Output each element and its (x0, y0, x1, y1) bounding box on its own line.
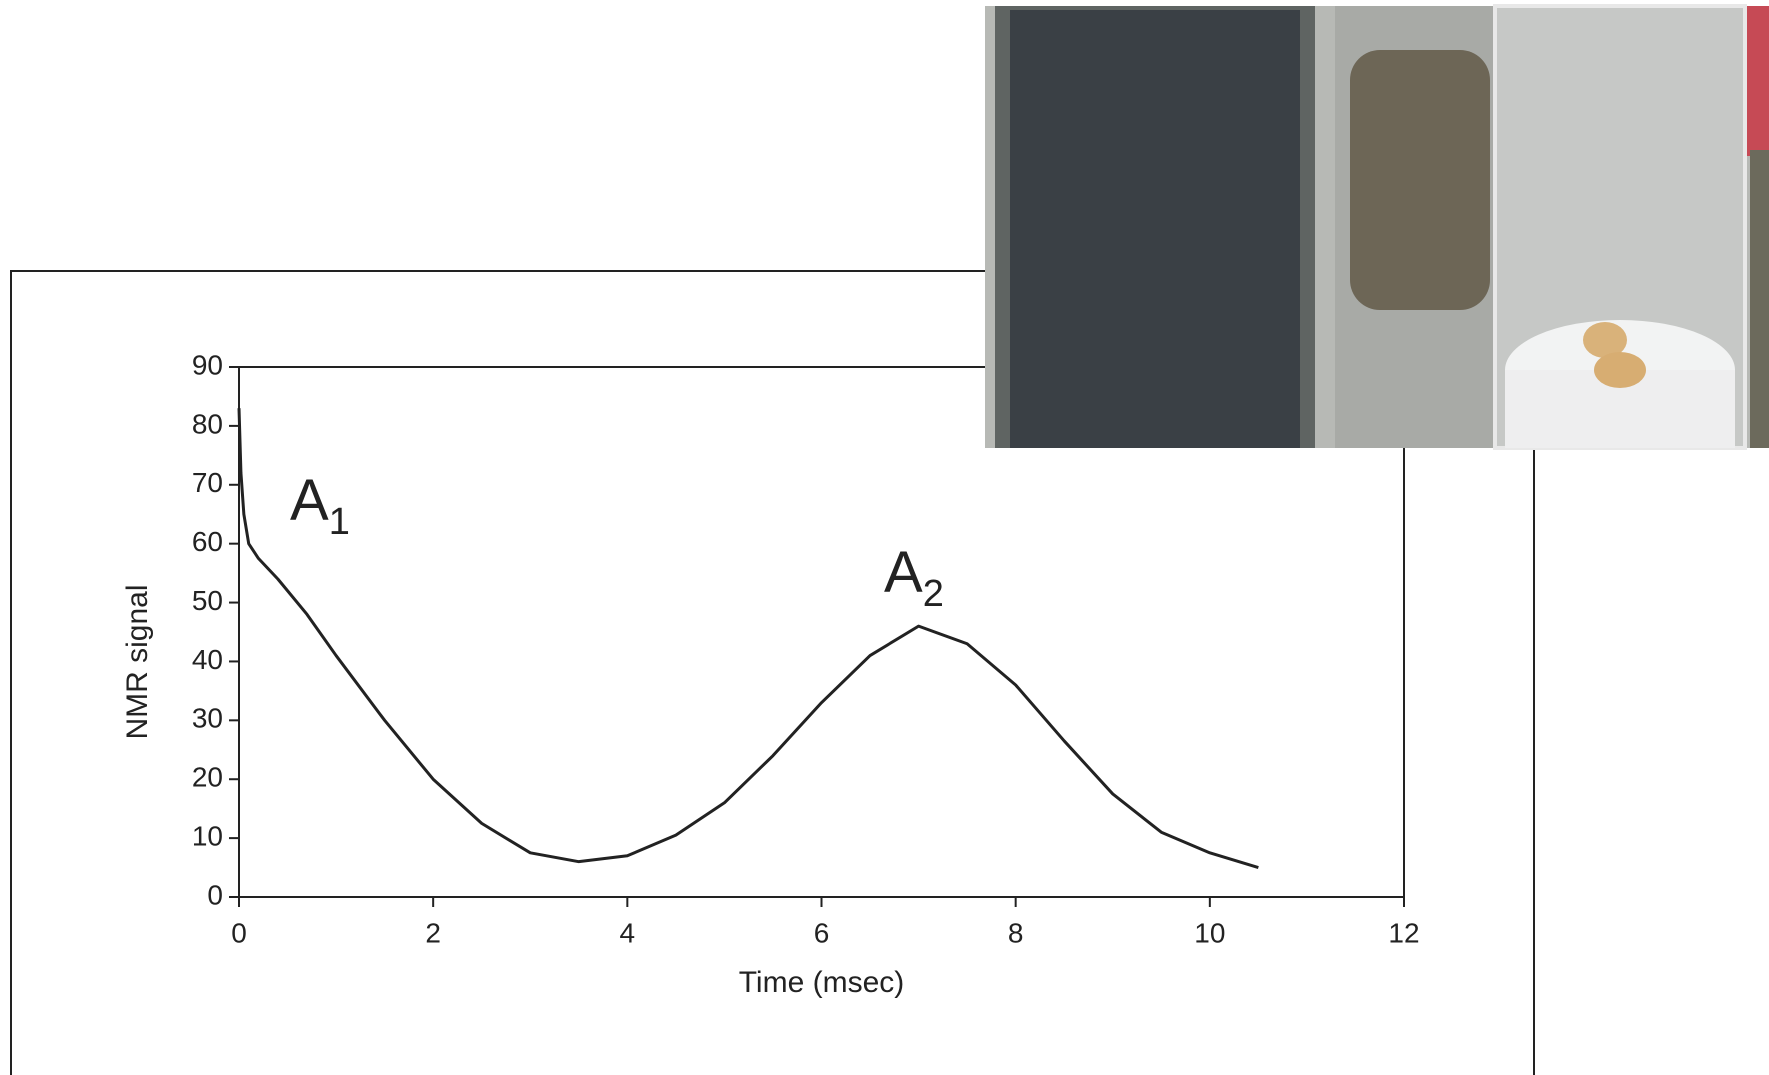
y-axis-label: NMR signal (121, 584, 154, 739)
annotation: A2 (884, 540, 944, 615)
y-tick-label: 50 (192, 585, 223, 616)
photo-seeds (1010, 10, 1300, 448)
x-tick-label: 0 (231, 917, 247, 948)
photo-jar (1750, 150, 1769, 448)
annotation-text: A (884, 540, 923, 605)
frame (10, 270, 1535, 1075)
y-tick-label: 70 (192, 467, 223, 498)
x-tick-label: 10 (1194, 917, 1225, 948)
y-tick-label: 90 (192, 349, 223, 380)
y-tick-label: 10 (192, 821, 223, 852)
y-tick-label: 0 (207, 879, 223, 910)
y-tick-label: 60 (192, 526, 223, 557)
x-tick-label: 4 (620, 917, 636, 948)
photo (985, 4, 1769, 450)
annotation-subscript: 1 (329, 501, 350, 543)
annotation-subscript: 2 (923, 573, 944, 615)
x-axis-label: Time (msec) (739, 966, 905, 999)
line-series (237, 408, 1259, 869)
y-tick-label: 20 (192, 762, 223, 793)
y-tick-label: 80 (192, 408, 223, 439)
annotation-text: A (290, 468, 329, 533)
photo-seed (1594, 352, 1646, 388)
x-tick-label: 2 (425, 917, 441, 948)
y-tick-label: 30 (192, 703, 223, 734)
photo-seeds (1350, 50, 1490, 310)
photo-seed (1583, 322, 1627, 358)
y-tick-label: 40 (192, 644, 223, 675)
annotation: A1 (290, 468, 350, 543)
x-tick-label: 8 (1008, 917, 1024, 948)
x-tick-label: 6 (814, 917, 830, 948)
x-tick-label: 12 (1388, 917, 1419, 948)
